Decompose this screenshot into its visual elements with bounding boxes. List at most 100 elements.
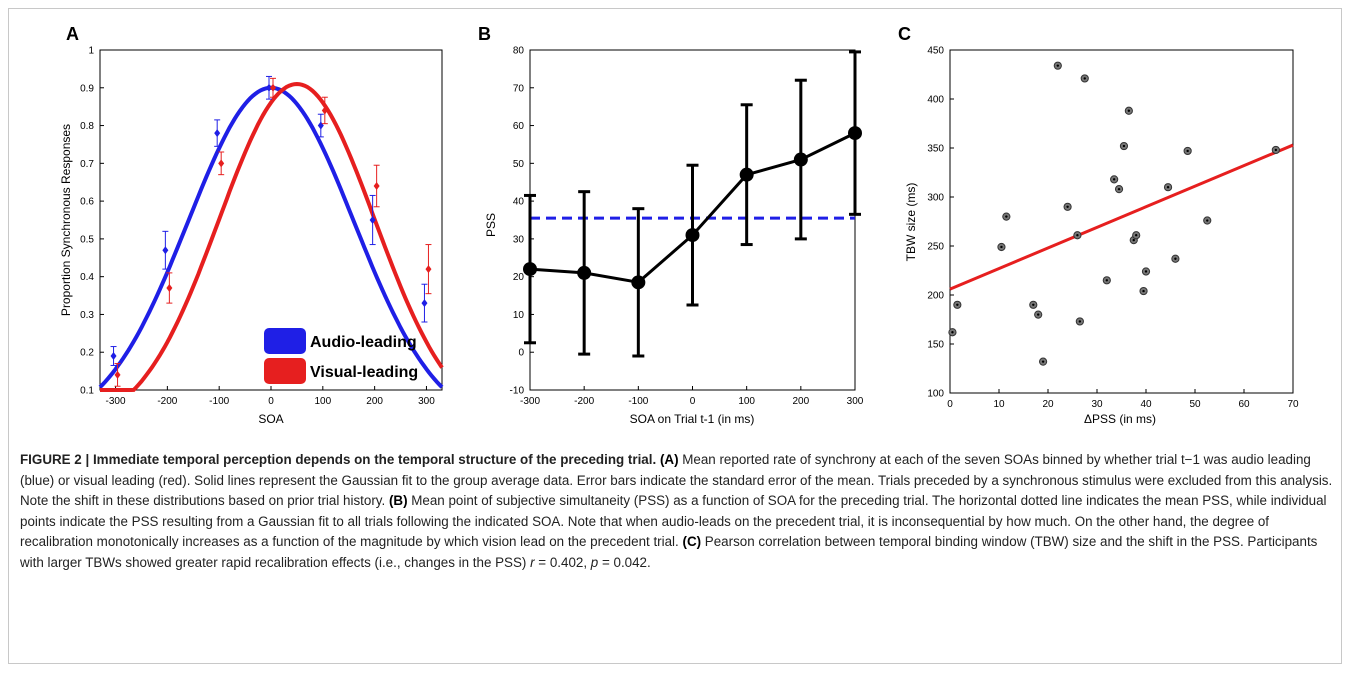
panel-c-xtick-label: 20 [1042, 399, 1054, 410]
visual-data-point [373, 182, 380, 190]
panel-b-xtick-label: -100 [628, 396, 648, 407]
pss-data-point [739, 167, 754, 182]
visual-data-point [218, 159, 225, 168]
panel-a-ytick-label: 0.7 [80, 159, 94, 170]
visual-data-point [270, 83, 276, 92]
panel-a-data-marks [110, 75, 432, 387]
panel-b-ytick-label: 50 [513, 159, 525, 170]
scatter-point-core [1174, 257, 1177, 260]
panel-a-ytick-label: 0.4 [80, 272, 94, 283]
scatter-point-core [1105, 279, 1109, 282]
panel-c-ytick-label: 350 [927, 144, 944, 155]
panel-c-plot-area [949, 49, 1294, 394]
panel-c-data-marks [948, 61, 1294, 366]
panel-c-xtick-label: 70 [1287, 399, 1299, 410]
caption-b-text: Mean point of subjective simultaneity (P… [20, 493, 1327, 549]
legend-swatch-visual [264, 358, 306, 384]
scatter-point-core [1037, 313, 1040, 316]
panel-a-xtick-label: 200 [366, 396, 383, 407]
panel-c-ytick-label: 100 [927, 389, 944, 400]
pss-data-point [848, 126, 862, 141]
scatter-point-core [1056, 64, 1060, 67]
scatter-point-core [956, 303, 959, 306]
scatter-point-core [1142, 289, 1145, 293]
panel-c-xtick-label: 10 [993, 399, 1005, 410]
panel-a-ytick-label: 0.3 [80, 310, 94, 321]
caption-c-text: Pearson correlation between temporal bin… [20, 534, 1318, 570]
caption-a-tag: (A) [659, 452, 679, 467]
audio-data-point [214, 129, 221, 138]
visual-data-point [166, 284, 173, 292]
scatter-point-core [1032, 303, 1035, 306]
panel-c-ytick-label: 300 [927, 193, 944, 204]
panel-a: A -300 -200 -100 0 100 200 300 0.1 0.2 0.3 0.4 0.5 0… [59, 24, 444, 426]
visual-fit-curve [100, 81, 444, 392]
caption-stat-r-var: r [530, 554, 535, 570]
figure-caption: FIGURE 2 | Immediate temporal perception… [20, 450, 1335, 573]
panel-a-xtick-label: -200 [157, 396, 177, 407]
scatter-point-core [1000, 245, 1003, 249]
scatter-point-core [1005, 215, 1008, 218]
figure-frame [8, 8, 1342, 664]
scatter-point-core [1112, 178, 1116, 181]
visual-data-point [425, 265, 432, 274]
audio-data-point [369, 216, 376, 224]
legend-swatch-audio [264, 328, 306, 354]
panel-c: C 0 10 20 30 40 50 60 70 100 150 200 250 300 350 400 45… [898, 24, 1299, 426]
caption-stat-r-val: = 0.402, [534, 554, 591, 570]
pss-data-point [523, 262, 537, 277]
panel-a-ytick-label: 0.8 [80, 121, 94, 132]
panel-b-ytick-label: 20 [513, 272, 525, 283]
panel-c-ytick-label: 150 [927, 340, 944, 351]
panel-a-xtick-label: 100 [314, 396, 331, 407]
panel-b-xtick-label: 200 [792, 396, 809, 407]
panel-c-ytick-label: 250 [927, 242, 944, 253]
panel-b-letter: B [478, 24, 491, 44]
panel-a-xlabel: SOA [258, 412, 283, 426]
panel-c-xlabel: ΔPSS (in ms) [1084, 412, 1156, 426]
visual-data-point [321, 106, 328, 115]
scatter-point-core [1078, 320, 1082, 323]
panel-b-ylabel: PSS [484, 213, 498, 237]
caption-stat-p-val: = 0.042. [598, 554, 651, 570]
visual-data-point [114, 370, 121, 379]
scatter-point-core [1083, 77, 1086, 80]
panel-a-ytick-label: 0.5 [80, 234, 94, 245]
panel-b-xtick-label: 300 [847, 396, 864, 407]
caption-c-tag: (C) [682, 534, 702, 549]
panel-b-xlabel: SOA on Trial t-1 (in ms) [630, 412, 755, 426]
panel-b-ticks: -300 -200 -100 0 100 200 300-10010203040506070… [510, 46, 864, 408]
audio-data-point [421, 299, 428, 308]
panel-c-ylabel: TBW size (ms) [904, 183, 918, 262]
caption-a-text: Mean reported rate of synchrony at each … [20, 452, 1333, 508]
scatter-point-core [951, 331, 954, 334]
panel-b: B -300 -200 -100 0 100 200 300-100102030405060… [478, 24, 864, 426]
panel-c-xtick-label: 30 [1091, 399, 1103, 410]
panel-a-letter: A [66, 24, 79, 44]
caption-label: FIGURE 2 | Immediate temporal perception… [20, 452, 657, 467]
figure-plots: A -300 -200 -100 0 100 200 3000.10.20.30.40.50… [59, 24, 1299, 426]
panel-a-ytick-label: 0.6 [80, 197, 94, 208]
scatter-point-core [1127, 109, 1131, 112]
audio-data-point [110, 352, 117, 360]
panel-a-ylabel: Proportion Synchronous Responses [59, 124, 73, 316]
scatter-point-core [1117, 187, 1121, 191]
panel-a-xtick-label: -300 [106, 396, 126, 407]
audio-data-point [317, 121, 324, 130]
panel-c-xtick-label: 0 [947, 399, 953, 410]
pss-data-point [631, 275, 646, 290]
caption-b-tag: (B) [388, 493, 408, 508]
panel-a-xtick-label: 0 [268, 396, 274, 407]
caption-stat-p-var: p [590, 554, 599, 570]
panel-a-xtick-label: 300 [418, 396, 435, 407]
scatter-point-core [1135, 234, 1138, 237]
pss-data-point [685, 228, 700, 243]
scatter-point-core [1066, 205, 1069, 208]
panel-c-ticks: 0 10 20 30 40 50 60 70 100 150 200 250 300 350 400 450 [927, 46, 1299, 411]
legend-label-audio: Audio-leading [310, 334, 417, 351]
scatter-point-core [1144, 270, 1148, 273]
panel-c-ytick-label: 200 [927, 291, 944, 302]
scatter-point-core [1041, 360, 1045, 363]
scatter-point-core [1076, 234, 1079, 237]
panel-c-xtick-label: 40 [1140, 399, 1152, 410]
